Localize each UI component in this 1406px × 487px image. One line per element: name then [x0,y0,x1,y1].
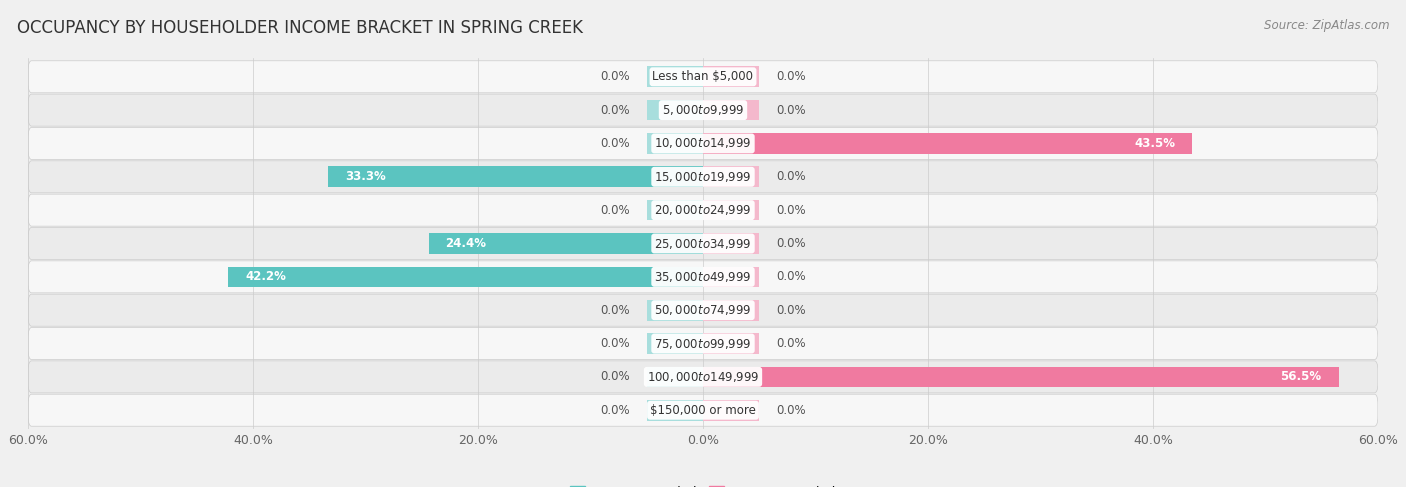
Text: 42.2%: 42.2% [245,270,285,283]
Bar [703,66,759,87]
FancyBboxPatch shape [28,361,1378,393]
Text: 0.0%: 0.0% [600,70,630,83]
Text: $5,000 to $9,999: $5,000 to $9,999 [662,103,744,117]
Text: 0.0%: 0.0% [600,371,630,383]
Bar [647,400,703,421]
FancyBboxPatch shape [28,128,1378,159]
Text: $75,000 to $99,999: $75,000 to $99,999 [654,337,752,351]
Text: 0.0%: 0.0% [776,70,806,83]
FancyBboxPatch shape [28,61,1378,93]
Bar [703,400,759,421]
Bar [647,100,703,120]
Text: $35,000 to $49,999: $35,000 to $49,999 [654,270,752,284]
Bar [703,167,759,187]
Bar [703,266,759,287]
FancyBboxPatch shape [28,227,1378,260]
Text: 43.5%: 43.5% [1135,137,1175,150]
Bar [703,367,1339,387]
Text: Source: ZipAtlas.com: Source: ZipAtlas.com [1264,19,1389,33]
Text: $150,000 or more: $150,000 or more [650,404,756,417]
Text: 0.0%: 0.0% [776,170,806,183]
Bar [703,100,759,120]
Bar [647,300,703,320]
FancyBboxPatch shape [28,261,1378,293]
Text: $20,000 to $24,999: $20,000 to $24,999 [654,203,752,217]
Text: 24.4%: 24.4% [446,237,486,250]
Text: 0.0%: 0.0% [600,204,630,217]
Bar [703,333,759,354]
Text: 33.3%: 33.3% [346,170,387,183]
Text: 0.0%: 0.0% [776,270,806,283]
Text: $100,000 to $149,999: $100,000 to $149,999 [647,370,759,384]
Bar [703,300,759,320]
Text: $15,000 to $19,999: $15,000 to $19,999 [654,170,752,184]
FancyBboxPatch shape [28,394,1378,426]
Text: 0.0%: 0.0% [776,104,806,116]
Bar [647,133,703,154]
Text: OCCUPANCY BY HOUSEHOLDER INCOME BRACKET IN SPRING CREEK: OCCUPANCY BY HOUSEHOLDER INCOME BRACKET … [17,19,583,37]
Text: 0.0%: 0.0% [776,337,806,350]
FancyBboxPatch shape [28,294,1378,326]
Text: $10,000 to $14,999: $10,000 to $14,999 [654,136,752,150]
Bar [228,266,703,287]
Bar [329,167,703,187]
Text: $25,000 to $34,999: $25,000 to $34,999 [654,237,752,250]
Bar [647,367,703,387]
Bar [647,333,703,354]
Text: 0.0%: 0.0% [600,404,630,417]
FancyBboxPatch shape [28,328,1378,359]
FancyBboxPatch shape [28,94,1378,126]
Text: 0.0%: 0.0% [600,137,630,150]
Text: $50,000 to $74,999: $50,000 to $74,999 [654,303,752,317]
Bar [429,233,703,254]
FancyBboxPatch shape [28,194,1378,226]
Text: 56.5%: 56.5% [1281,371,1322,383]
Bar [647,200,703,221]
Text: 0.0%: 0.0% [776,304,806,317]
Text: 0.0%: 0.0% [776,204,806,217]
Text: 0.0%: 0.0% [776,404,806,417]
Text: 0.0%: 0.0% [600,337,630,350]
Text: Less than $5,000: Less than $5,000 [652,70,754,83]
Bar [703,233,759,254]
Bar [647,66,703,87]
Bar [703,133,1192,154]
FancyBboxPatch shape [28,161,1378,193]
Text: 0.0%: 0.0% [600,104,630,116]
Bar [703,200,759,221]
Legend: Owner-occupied, Renter-occupied: Owner-occupied, Renter-occupied [565,481,841,487]
Text: 0.0%: 0.0% [776,237,806,250]
Text: 0.0%: 0.0% [600,304,630,317]
